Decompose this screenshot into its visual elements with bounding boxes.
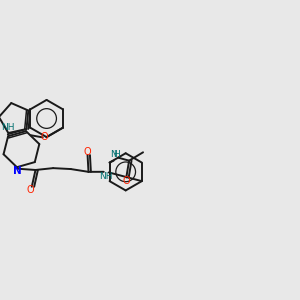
Text: O: O (26, 185, 34, 195)
Text: N: N (14, 167, 22, 176)
Text: NH: NH (1, 123, 14, 132)
Text: O: O (122, 176, 130, 186)
Text: O: O (83, 146, 91, 157)
Text: O: O (41, 132, 48, 142)
Text: N: N (110, 150, 116, 159)
Text: NH: NH (99, 172, 113, 181)
Text: H: H (113, 150, 120, 159)
